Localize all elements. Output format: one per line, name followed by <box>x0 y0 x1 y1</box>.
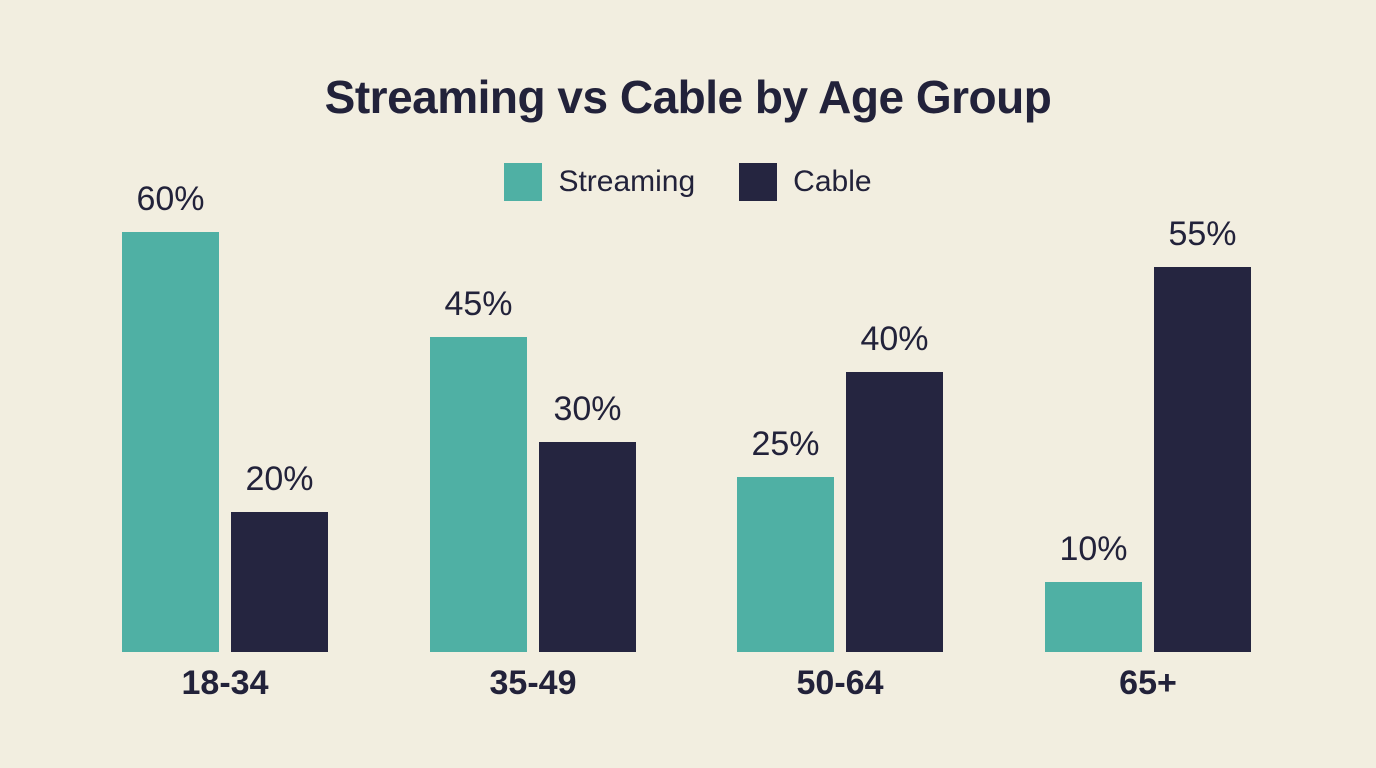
bar-value-label: 40% <box>860 320 929 358</box>
bar-cable <box>539 442 636 652</box>
bar-streaming <box>430 337 527 652</box>
bar-cable <box>846 372 943 652</box>
bar-group-18-34: 60% 20% 18-34 <box>122 0 328 768</box>
bar-pair: 60% 20% <box>122 180 328 652</box>
legend-item-streaming: Streaming <box>504 163 695 201</box>
bar-value-label: 45% <box>444 285 513 323</box>
bar-wrap-cable: 30% <box>539 390 636 652</box>
group-label: 18-34 <box>181 664 269 702</box>
bar-value-label: 20% <box>245 460 314 498</box>
bar-cable <box>1154 267 1251 652</box>
legend-item-cable: Cable <box>739 163 872 201</box>
page-title: Streaming vs Cable by Age Group <box>324 71 1052 123</box>
legend: Streaming Cable <box>0 163 1376 201</box>
group-label: 65+ <box>1119 664 1177 702</box>
bar-group-50-64: 25% 40% 50-64 <box>737 0 943 768</box>
bar-streaming <box>122 232 219 652</box>
bar-pair: 10% 55% <box>1045 215 1251 652</box>
bar-value-label: 10% <box>1059 530 1128 568</box>
bar-wrap-streaming: 60% <box>122 180 219 652</box>
bar-group-65+: 10% 55% 65+ <box>1045 0 1251 768</box>
bar-pair: 25% 40% <box>737 320 943 652</box>
bar-value-label: 55% <box>1168 215 1237 253</box>
bar-value-label: 60% <box>136 180 205 218</box>
bar-wrap-cable: 20% <box>231 460 328 652</box>
bar-wrap-streaming: 45% <box>430 285 527 652</box>
bar-value-label: 30% <box>553 390 622 428</box>
bar-wrap-streaming: 25% <box>737 425 834 652</box>
cable-swatch-icon <box>739 163 778 201</box>
bar-wrap-streaming: 10% <box>1045 530 1142 652</box>
legend-label-streaming: Streaming <box>558 165 696 198</box>
bar-value-label: 25% <box>751 425 820 463</box>
bar-group-35-49: 45% 30% 35-49 <box>430 0 636 768</box>
bar-wrap-cable: 40% <box>846 320 943 652</box>
bar-cable <box>231 512 328 652</box>
legend-label-cable: Cable <box>793 165 872 198</box>
group-label: 50-64 <box>796 664 884 702</box>
bar-wrap-cable: 55% <box>1154 215 1251 652</box>
group-label: 35-49 <box>489 664 577 702</box>
bar-pair: 45% 30% <box>430 285 636 652</box>
streaming-swatch-icon <box>504 163 543 201</box>
bar-streaming <box>737 477 834 652</box>
bar-streaming <box>1045 582 1142 652</box>
